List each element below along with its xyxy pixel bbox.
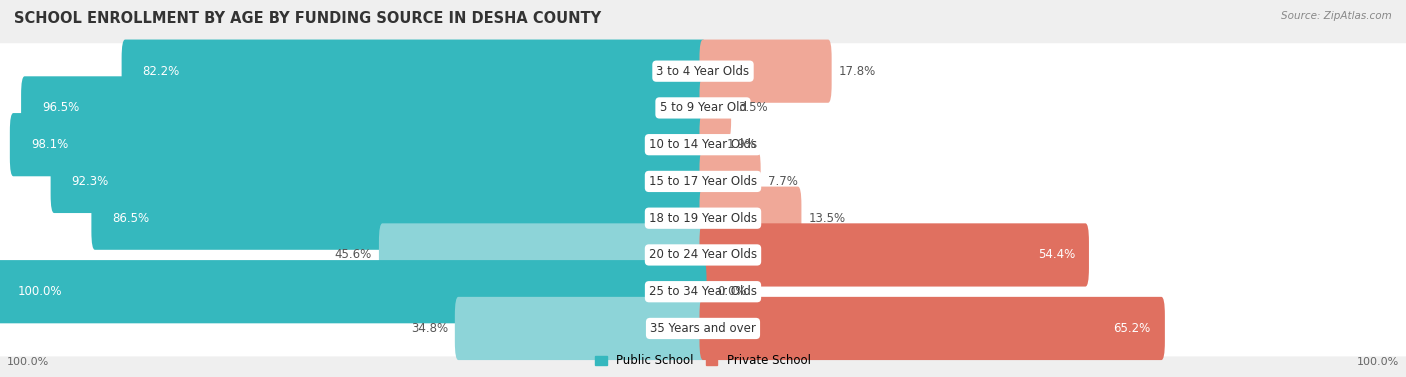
Text: 3 to 4 Year Olds: 3 to 4 Year Olds [657, 65, 749, 78]
FancyBboxPatch shape [700, 150, 761, 213]
Text: 17.8%: 17.8% [838, 65, 876, 78]
Text: 100.0%: 100.0% [7, 357, 49, 367]
FancyBboxPatch shape [456, 297, 707, 360]
Text: 54.4%: 54.4% [1038, 248, 1074, 261]
FancyBboxPatch shape [700, 40, 832, 103]
Text: 7.7%: 7.7% [768, 175, 797, 188]
FancyBboxPatch shape [380, 223, 707, 287]
Legend: Public School, Private School: Public School, Private School [595, 354, 811, 367]
FancyBboxPatch shape [700, 76, 731, 139]
Text: 45.6%: 45.6% [335, 248, 371, 261]
Text: 18 to 19 Year Olds: 18 to 19 Year Olds [650, 212, 756, 225]
FancyBboxPatch shape [0, 190, 1406, 246]
FancyBboxPatch shape [700, 187, 801, 250]
FancyBboxPatch shape [0, 300, 1406, 356]
Text: 20 to 24 Year Olds: 20 to 24 Year Olds [650, 248, 756, 261]
Text: 35 Years and over: 35 Years and over [650, 322, 756, 335]
FancyBboxPatch shape [0, 264, 1406, 320]
Text: 98.1%: 98.1% [31, 138, 67, 151]
FancyBboxPatch shape [700, 223, 1090, 287]
FancyBboxPatch shape [700, 113, 720, 176]
Text: 82.2%: 82.2% [142, 65, 180, 78]
Text: 13.5%: 13.5% [808, 212, 845, 225]
Text: 100.0%: 100.0% [17, 285, 62, 298]
Text: 92.3%: 92.3% [72, 175, 108, 188]
FancyBboxPatch shape [21, 76, 707, 139]
Text: 1.9%: 1.9% [727, 138, 756, 151]
FancyBboxPatch shape [51, 150, 707, 213]
Text: 34.8%: 34.8% [411, 322, 449, 335]
Text: 25 to 34 Year Olds: 25 to 34 Year Olds [650, 285, 756, 298]
FancyBboxPatch shape [700, 297, 1166, 360]
Text: 96.5%: 96.5% [42, 101, 79, 114]
FancyBboxPatch shape [0, 153, 1406, 209]
Text: Source: ZipAtlas.com: Source: ZipAtlas.com [1281, 11, 1392, 21]
Text: SCHOOL ENROLLMENT BY AGE BY FUNDING SOURCE IN DESHA COUNTY: SCHOOL ENROLLMENT BY AGE BY FUNDING SOUR… [14, 11, 602, 26]
FancyBboxPatch shape [121, 40, 707, 103]
Text: 5 to 9 Year Old: 5 to 9 Year Old [659, 101, 747, 114]
Text: 3.5%: 3.5% [738, 101, 768, 114]
Text: 15 to 17 Year Olds: 15 to 17 Year Olds [650, 175, 756, 188]
FancyBboxPatch shape [0, 260, 707, 323]
FancyBboxPatch shape [0, 117, 1406, 173]
Text: 10 to 14 Year Olds: 10 to 14 Year Olds [650, 138, 756, 151]
FancyBboxPatch shape [0, 43, 1406, 99]
Text: 0.0%: 0.0% [717, 285, 747, 298]
FancyBboxPatch shape [0, 80, 1406, 136]
Text: 100.0%: 100.0% [1357, 357, 1399, 367]
FancyBboxPatch shape [10, 113, 707, 176]
FancyBboxPatch shape [91, 187, 707, 250]
Text: 86.5%: 86.5% [112, 212, 149, 225]
Text: 65.2%: 65.2% [1114, 322, 1152, 335]
FancyBboxPatch shape [0, 227, 1406, 283]
